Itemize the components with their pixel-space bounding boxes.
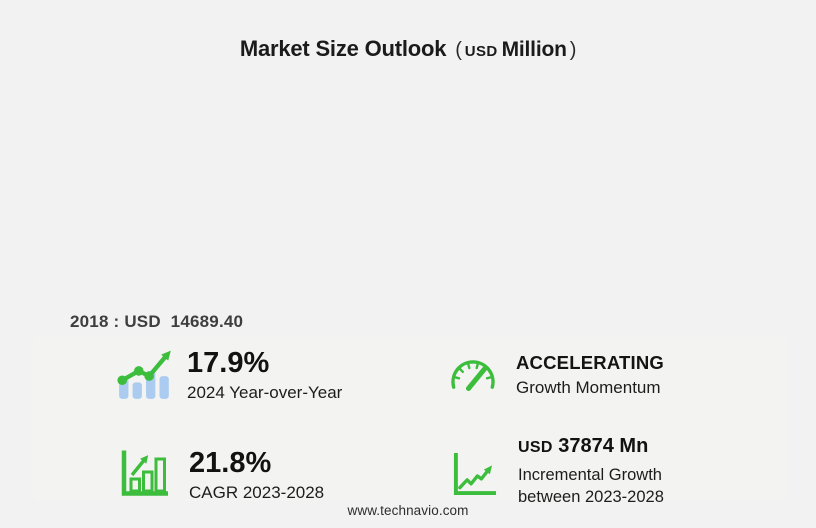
stat-yoy-value: 17.9%: [187, 347, 270, 379]
line-growth-axes-icon: [451, 450, 498, 497]
stat-momentum: ACCELERATING Growth Momentum: [516, 352, 664, 398]
title-unit-currency: USD: [464, 43, 498, 60]
stat-momentum-label: Growth Momentum: [516, 378, 661, 397]
stat-yoy: 17.9% 2024 Year-over-Year: [187, 347, 342, 403]
stat-incremental-label-line1: Incremental Growth: [518, 466, 662, 484]
stat-incremental-label: Incremental Growth between 2023-2028: [518, 464, 664, 508]
stat-cagr-value: 21.8%: [189, 447, 272, 479]
data-point-label-2018: 2018 : USD 14689.40: [70, 312, 244, 331]
stat-incremental-amount: 37874 Mn: [558, 435, 649, 457]
title-close-paren: ): [569, 39, 577, 61]
bar-growth-outline-icon: [119, 448, 169, 498]
stat-momentum-value: ACCELERATING: [516, 352, 664, 373]
stat-incremental-label-line2: between 2023-2028: [518, 488, 664, 506]
stat-incremental-currency: USD: [518, 439, 553, 456]
stat-yoy-label: 2024 Year-over-Year: [187, 383, 343, 402]
stat-cagr-label: CAGR 2023-2028: [189, 483, 325, 502]
stat-incremental: USD 37874 Mn Incremental Growth between …: [518, 434, 664, 508]
title-unit-scale: Million: [501, 38, 567, 61]
website-url: www.technavio.com: [347, 503, 469, 518]
bar-chart-trend-icon: [116, 344, 174, 402]
stat-cagr: 21.8% CAGR 2023-2028: [189, 447, 324, 503]
title-open-paren: (: [455, 39, 462, 61]
page-title: Market Size Outlook (USD Million): [0, 36, 816, 62]
stat-incremental-value: USD 37874 Mn: [518, 434, 664, 460]
speedometer-icon: [447, 352, 499, 396]
title-main: Market Size Outlook: [239, 36, 447, 61]
